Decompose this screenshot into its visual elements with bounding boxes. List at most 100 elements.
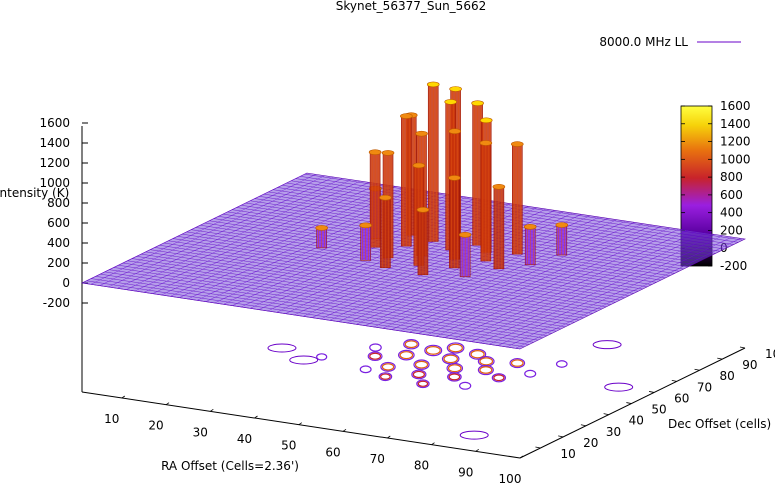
mesh-line: [177, 236, 616, 303]
y-tick-mark: [649, 391, 655, 393]
mesh-line: [109, 269, 548, 336]
spike-cap: [511, 141, 524, 147]
z-axis: -200 0 200 400 600 800 1000 1200 1400 1600: [39, 116, 88, 310]
mesh-line: [191, 229, 630, 296]
z-tick-label: 600: [47, 216, 70, 230]
y-tick-label: 70: [697, 380, 712, 394]
mesh-line: [145, 251, 584, 319]
z-tick-label: 1400: [39, 136, 70, 150]
mesh-line: [435, 226, 662, 337]
contour: [380, 361, 396, 372]
mesh-line: [86, 280, 525, 348]
x-tick-label: 100: [499, 472, 522, 483]
mesh-line: [444, 227, 670, 338]
spike-cap: [479, 117, 493, 124]
y-tick-label: 90: [742, 358, 757, 372]
z-tick-label: 1600: [39, 116, 70, 130]
mesh-line: [131, 258, 571, 325]
contour: [414, 360, 429, 369]
mesh-line: [126, 179, 352, 290]
contour: [369, 352, 382, 360]
colorbar-tick-label: 1600: [720, 99, 751, 113]
x-tick-mark: [210, 409, 214, 412]
contour: [470, 350, 485, 359]
mesh-line: [272, 189, 711, 256]
mesh-line: [122, 262, 561, 330]
z-tick-label: 800: [47, 196, 70, 210]
base-frame: [81, 126, 746, 459]
mesh-line: [218, 216, 657, 283]
spike-cap: [400, 113, 413, 119]
mesh-line: [400, 220, 626, 332]
mesh-line: [382, 218, 608, 329]
spike-cap: [523, 223, 537, 230]
contour: [459, 381, 472, 390]
contour: [491, 373, 507, 383]
mesh-line: [497, 235, 723, 346]
contour: [447, 372, 462, 382]
y-tick-mark: [671, 379, 677, 382]
x-tick-label: 60: [325, 445, 340, 459]
x-tick-label: 20: [148, 419, 163, 433]
mesh-line: [209, 220, 648, 288]
y-axis-ticks: 10 20 30 40 50 60 70 80 90 100: [535, 346, 775, 461]
contour: [493, 374, 505, 382]
contour: [381, 363, 395, 371]
colorbar-tick-label: 800: [720, 170, 743, 184]
spike-cap: [444, 99, 457, 105]
mesh-line: [506, 236, 732, 348]
contour: [316, 353, 328, 361]
x-tick-label: 10: [104, 412, 119, 426]
y-tick-mark: [739, 346, 746, 349]
y-tick-label: 60: [674, 391, 689, 405]
mesh-line: [181, 233, 621, 301]
x-tick-label: 90: [458, 465, 473, 479]
contour: [378, 372, 393, 382]
x-tick-label: 70: [370, 452, 385, 466]
mesh-line: [113, 267, 552, 334]
mesh-line: [127, 260, 566, 328]
intensity-spikes: [315, 81, 569, 278]
y-tick-label: 20: [583, 436, 598, 450]
spike-cap: [359, 222, 372, 229]
spike-cap: [415, 130, 428, 137]
contour: [459, 430, 489, 440]
spike-cap: [412, 162, 426, 169]
z-axis-label: Intensity (K): [0, 186, 69, 200]
spike-cap: [379, 194, 392, 201]
mesh-line: [453, 228, 679, 340]
base-contours: [267, 339, 634, 440]
mesh-line: [515, 238, 741, 349]
mesh-line: [100, 273, 539, 341]
colorbar-tick-label: 600: [720, 188, 743, 202]
y-tick-label: 80: [720, 369, 735, 383]
colorbar-tick-label: 400: [720, 206, 743, 220]
legend-label: 8000.0 MHz LL: [599, 35, 688, 49]
mesh-line: [418, 223, 644, 334]
mesh-line: [91, 278, 530, 345]
mesh-line: [320, 208, 547, 320]
y-tick-label: 10: [560, 447, 575, 461]
colorbar-tick-label: 1200: [720, 135, 751, 149]
contour: [397, 349, 415, 361]
mesh-line: [154, 247, 593, 314]
mesh-line: [291, 180, 730, 248]
contour: [510, 359, 524, 367]
colorbar-tick-label: 1400: [720, 117, 751, 131]
contour: [555, 360, 568, 368]
contour: [509, 358, 526, 369]
mesh-line: [365, 215, 591, 326]
contour: [448, 343, 463, 353]
x-tick-mark: [475, 449, 479, 452]
x-tick-mark: [254, 415, 258, 419]
contour: [604, 382, 634, 392]
colorbar-tick-label: -200: [720, 259, 747, 273]
x-tick-label: 80: [414, 459, 429, 473]
contour: [479, 366, 493, 374]
mesh-line: [108, 176, 334, 288]
mesh-line: [462, 230, 688, 341]
mesh-line: [134, 180, 361, 292]
mesh-line: [99, 175, 325, 286]
mesh-line: [81, 282, 521, 350]
contour: [369, 343, 382, 352]
